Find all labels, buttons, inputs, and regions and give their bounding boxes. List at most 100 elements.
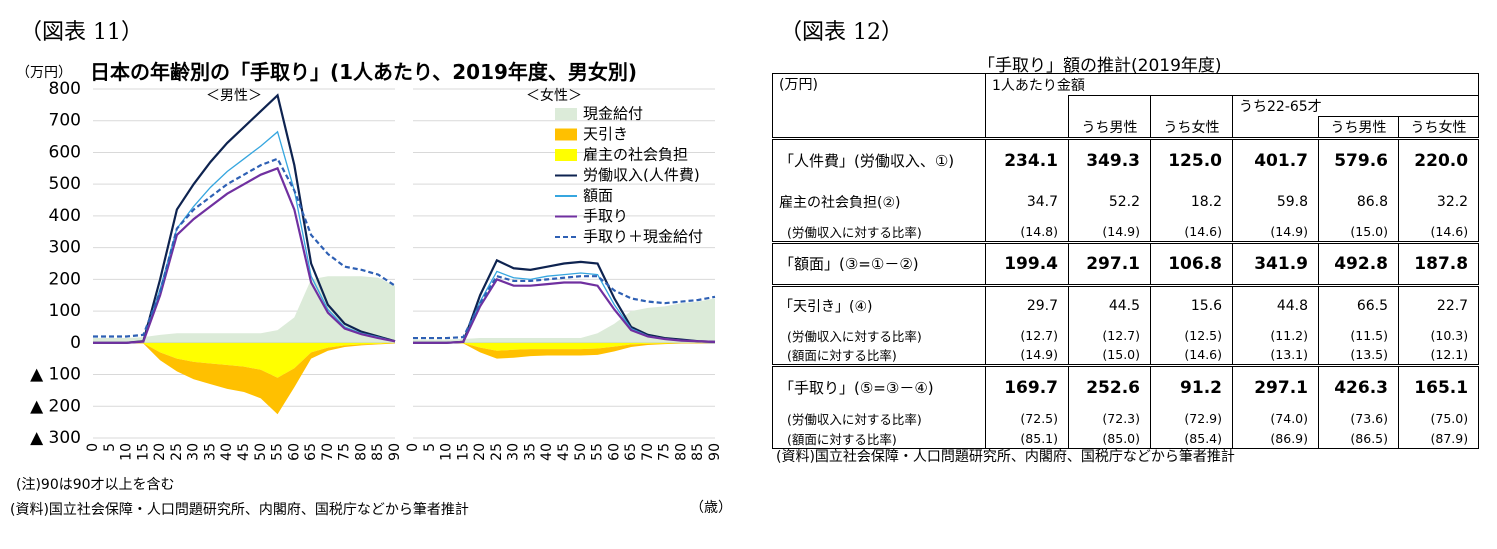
cell: 492.8 xyxy=(1318,240,1399,286)
figure-label: （図表 11） xyxy=(20,20,143,45)
x-tick-label: 15 xyxy=(455,443,471,461)
cell: 91.2 xyxy=(1150,364,1233,409)
x-tick-label: 15 xyxy=(135,443,151,461)
x-tick-label: 25 xyxy=(169,443,185,461)
cell: (11.2) xyxy=(1232,325,1319,345)
header-cell: うち女性 xyxy=(1150,95,1233,139)
table-row: 「額面」(③=①－②) 199.4 297.1 106.8 341.9 492.8 187.… xyxy=(772,240,1480,286)
table-row: (額面に対する比率) (85.1) (85.0) (85.4) (86.9) (86.5)… xyxy=(772,428,1480,449)
y-tick-label: 800 xyxy=(49,79,81,99)
table-row: (額面に対する比率) (14.9) (15.0) (14.6) (13.1) (13.5)… xyxy=(772,345,1480,366)
row-label: (労働収入に対する比率) xyxy=(772,221,986,243)
table-row: 「人件費」(労働収入、①) 234.1 349.3 125.0 401.7 579.6 22… xyxy=(772,137,1480,182)
legend-swatch xyxy=(555,149,577,161)
area xyxy=(93,276,395,343)
x-tick-label: 70 xyxy=(640,443,656,461)
cell: (10.3) xyxy=(1397,325,1480,345)
cell: 44.5 xyxy=(1068,283,1151,325)
cell: 125.0 xyxy=(1150,137,1233,182)
table: (万円) 1人あたり金額 うち男性 うち女性 うち22-65才 うち男性 うち女性 「人件費」… xyxy=(772,73,1480,449)
header-cell: 1人あたり金額 xyxy=(984,73,1480,96)
x-tick-label: 60 xyxy=(286,443,302,461)
row-label: 「天引き」(④) xyxy=(772,283,986,325)
x-tick-label: 0 xyxy=(85,443,101,452)
header-cell: (万円) xyxy=(772,73,986,139)
cell: 220.0 xyxy=(1397,137,1480,182)
x-tick-label: 0 xyxy=(405,443,421,452)
cell: (14.8) xyxy=(985,221,1069,243)
table-row: 「天引き」(④) 29.7 44.5 15.6 44.8 66.5 22.7 xyxy=(772,283,1480,325)
x-tick-label: 50 xyxy=(573,443,589,461)
header-cell: うち男性 xyxy=(1068,95,1151,139)
header-row: うち男性 うち女性 xyxy=(773,116,1480,139)
y-tick-label: 700 xyxy=(49,111,81,131)
x-tick-label: 75 xyxy=(657,443,673,461)
area xyxy=(93,342,395,415)
chart-title: 日本の年齢別の「手取り」(1人あたり、2019年度、男女別) xyxy=(90,60,638,84)
y-tick-label: ▲ 100 xyxy=(30,365,81,385)
x-tick-label: 10 xyxy=(439,443,455,461)
table-source: (資料)国立社会保障・人口問題研究所、内閣府、国税庁などから筆者推計 xyxy=(776,449,1235,465)
cell: (14.6) xyxy=(1150,345,1233,366)
cell: (86.9) xyxy=(1232,428,1319,449)
cell: (87.9) xyxy=(1397,428,1480,449)
header-cell: うち男性 xyxy=(1318,116,1399,139)
x-tick-label: 75 xyxy=(337,443,353,461)
x-tick-label: 85 xyxy=(690,443,706,461)
cell: 44.8 xyxy=(1232,283,1319,325)
y-tick-label: 0 xyxy=(70,333,81,353)
line xyxy=(413,278,716,344)
x-tick-label: 20 xyxy=(152,443,168,461)
x-tick-label: 90 xyxy=(387,443,403,461)
cell: 52.2 xyxy=(1068,181,1151,222)
x-tick-label: 55 xyxy=(270,443,286,461)
y-tick-label: 400 xyxy=(49,206,81,226)
table-row: 雇主の社会負担(②) 34.7 52.2 18.2 59.8 86.8 32.2 xyxy=(772,181,1480,222)
table-row: 「手取り」(⑤=③－④) 169.7 252.6 91.2 297.1 426.3 165.… xyxy=(772,364,1480,409)
header-cell: うち22-65才 xyxy=(1231,95,1480,117)
legend-swatch xyxy=(555,108,577,120)
x-tick-label: 80 xyxy=(353,443,369,461)
cell: 297.1 xyxy=(1232,364,1319,409)
cell: (11.5) xyxy=(1318,325,1399,345)
line xyxy=(93,166,396,344)
cell: (14.9) xyxy=(1068,221,1151,243)
chart: ▲ 300▲ 200▲ 1000100200300400500600700800… xyxy=(30,79,723,461)
x-tick-label: 80 xyxy=(673,443,689,461)
cell: 106.8 xyxy=(1150,240,1233,286)
y-unit: （万円） xyxy=(16,65,72,81)
cell: 66.5 xyxy=(1318,283,1399,325)
cell: 169.7 xyxy=(985,364,1069,409)
cell: 86.8 xyxy=(1318,181,1399,222)
area xyxy=(413,342,715,359)
cell: 32.2 xyxy=(1397,181,1480,222)
y-tick-label: 500 xyxy=(49,174,81,194)
x-tick-label: 35 xyxy=(522,443,538,461)
x-tick-label: 65 xyxy=(303,443,319,461)
y-tick-label: 100 xyxy=(49,301,81,321)
cell: (13.1) xyxy=(1232,345,1319,366)
x-tick-label: 65 xyxy=(623,443,639,461)
x-tick-label: 50 xyxy=(253,443,269,461)
cell: 59.8 xyxy=(1232,181,1319,222)
cell: (85.1) xyxy=(985,428,1069,449)
row-label: 「額面」(③=①－②) xyxy=(772,240,986,286)
cell: 199.4 xyxy=(985,240,1069,286)
x-tick-label: 5 xyxy=(102,443,118,452)
cell: (86.5) xyxy=(1318,428,1399,449)
table-row: (労働収入に対する比率) (72.5) (72.3) (72.9) (74.0) (73.… xyxy=(772,408,1480,429)
x-tick-label: 35 xyxy=(202,443,218,461)
legend-label: 手取り xyxy=(583,207,628,225)
x-tick-label: 30 xyxy=(506,443,522,461)
y-tick-label: 600 xyxy=(49,142,81,162)
area xyxy=(413,298,715,343)
y-tick-label: 200 xyxy=(49,269,81,289)
cell: 29.7 xyxy=(985,283,1069,325)
cell: (85.0) xyxy=(1068,428,1151,449)
x-tick-label: 20 xyxy=(472,443,488,461)
cell: 165.1 xyxy=(1397,364,1480,409)
area xyxy=(93,342,395,378)
cell: (12.7) xyxy=(1068,325,1151,345)
cell: 34.7 xyxy=(985,181,1069,222)
